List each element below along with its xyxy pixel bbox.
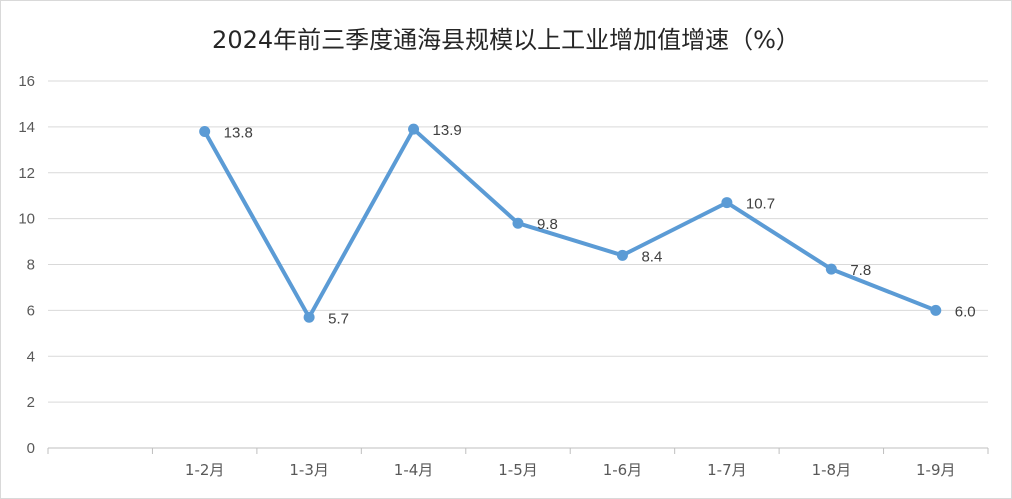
y-tick-label: 2 [27, 394, 35, 411]
y-axis-ticks: 0 2 4 6 8 10 12 14 16 [18, 73, 35, 457]
y-tick-label: 16 [18, 73, 35, 90]
x-tick-label: 1-8月 [812, 461, 852, 479]
data-label: 5.7 [328, 310, 349, 327]
series-line [202, 127, 937, 320]
x-tick-label: 1-4月 [394, 461, 434, 479]
x-tick-label: 1-7月 [707, 461, 747, 479]
data-label: 10.7 [746, 196, 775, 213]
series-line-group [199, 123, 942, 323]
data-label: 9.8 [537, 216, 558, 233]
data-point [930, 304, 942, 316]
y-tick-label: 0 [27, 440, 35, 457]
x-tick-label: 1-6月 [603, 461, 643, 479]
y-tick-label: 14 [18, 119, 35, 136]
data-label: 8.4 [641, 248, 662, 265]
data-point [512, 217, 524, 229]
data-label: 13.9 [433, 122, 462, 139]
data-label: 6.0 [955, 303, 976, 320]
y-tick-label: 12 [18, 165, 35, 182]
data-point [721, 197, 733, 209]
chart-title: 2024年前三季度通海县规模以上工业增加值增速（%） [212, 26, 800, 54]
y-tick-label: 10 [18, 211, 35, 228]
y-tick-label: 6 [27, 302, 35, 319]
x-tick-label: 1-3月 [289, 461, 329, 479]
y-tick-label: 8 [27, 257, 35, 274]
x-tick-label: 1-2月 [185, 461, 225, 479]
y-tick-label: 4 [27, 348, 35, 365]
data-point [199, 125, 211, 137]
data-labels: 13.8 5.7 13.9 9.8 8.4 10.7 7.8 6.0 [224, 122, 976, 327]
data-point [825, 263, 837, 275]
gridlines [48, 80, 988, 403]
data-point [408, 123, 420, 135]
x-tick-label: 1-5月 [498, 461, 538, 479]
x-tick-label: 1-9月 [916, 461, 956, 479]
data-point [616, 249, 628, 261]
data-label: 7.8 [850, 262, 871, 279]
data-label: 13.8 [224, 124, 253, 141]
x-axis: 1-2月 1-3月 1-4月 1-5月 1-6月 1-7月 1-8月 1-9月 [47, 447, 989, 479]
data-point [303, 311, 315, 323]
